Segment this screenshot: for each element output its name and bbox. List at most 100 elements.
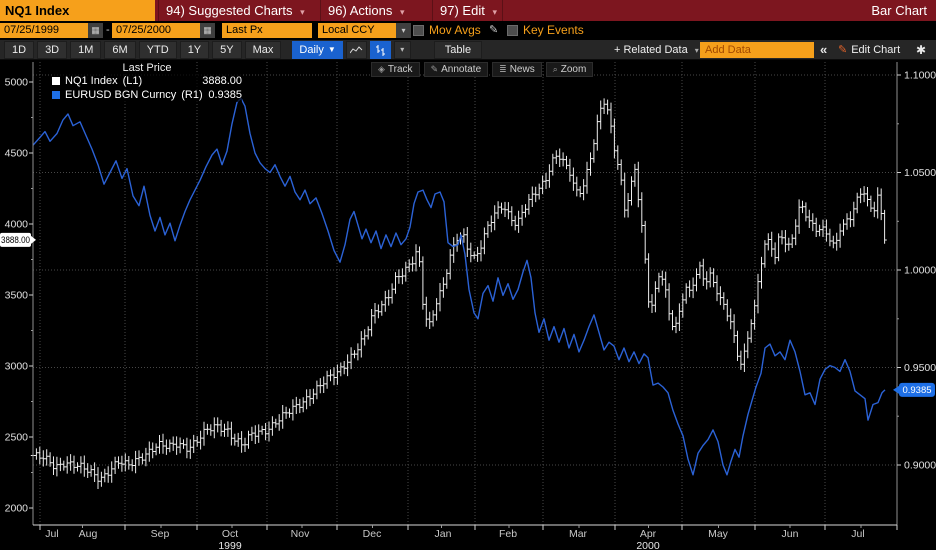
- menu-key: 96): [328, 3, 347, 18]
- chevron-down-icon[interactable]: ▾: [396, 23, 411, 38]
- left-axis-tick-label: 5000: [5, 77, 29, 89]
- right-axis-tick-label: 1.1000: [904, 70, 936, 82]
- edit-chart-button[interactable]: ✎ Edit Chart: [838, 40, 900, 60]
- key-events-checkbox[interactable]: [507, 25, 518, 36]
- news-icon: ≣: [499, 64, 507, 74]
- x-axis-year-label: 2000: [636, 540, 660, 550]
- range-6m-button[interactable]: 6M: [104, 41, 136, 59]
- bar-chart-type-button[interactable]: [369, 41, 391, 59]
- ticker-input[interactable]: NQ1 Index: [0, 0, 155, 21]
- menu-actions[interactable]: 96) Actions ▾: [328, 0, 405, 21]
- legend-title: Last Price: [52, 62, 242, 74]
- x-axis-month-label: Mar: [569, 528, 588, 540]
- x-axis-month-label: Feb: [499, 528, 517, 540]
- nq1-series-swatch: [52, 77, 60, 85]
- eurusd-last-price-badge-text: 0.9385: [902, 385, 931, 396]
- chevron-down-icon: ▾: [492, 7, 497, 17]
- divider: [502, 0, 503, 21]
- left-axis-tick-label: 3000: [5, 361, 29, 373]
- range-1y-button[interactable]: 1Y: [179, 41, 210, 59]
- gear-icon[interactable]: ✱: [916, 43, 927, 57]
- chevron-down-icon: ▾: [300, 7, 305, 17]
- left-axis-tick-label: 2500: [5, 432, 29, 444]
- right-axis-tick-label: 0.9000: [904, 460, 936, 472]
- chevron-down-icon: ▾: [399, 7, 405, 17]
- chevron-down-icon: ▾: [694, 46, 699, 55]
- eurusd-line: [32, 97, 886, 476]
- bar-chart-icon: [375, 44, 385, 56]
- x-axis-month-label: Oct: [222, 528, 238, 540]
- x-axis-month-label: Sep: [151, 528, 170, 540]
- menu-suggested-charts[interactable]: 94) Suggested Charts ▾: [166, 0, 305, 21]
- date-from-input[interactable]: [0, 23, 88, 38]
- price-field-select[interactable]: Last Px: [222, 23, 312, 38]
- right-axis-tick-label: 0.9500: [904, 362, 936, 374]
- news-button[interactable]: ≣ News: [492, 62, 542, 77]
- x-axis-month-label: May: [708, 528, 729, 540]
- pencil-icon: ✎: [838, 44, 848, 56]
- legend-row-nq1[interactable]: NQ1 Index (L1) 3888.00: [52, 74, 242, 88]
- menu-label: Suggested Charts: [188, 3, 293, 18]
- range-max-button[interactable]: Max: [244, 41, 282, 59]
- currency-select[interactable]: Local CCY: [318, 23, 396, 38]
- annotate-label: Annotate: [441, 64, 482, 75]
- line-chart-type-button[interactable]: [345, 41, 367, 59]
- x-axis-month-label: Jul: [45, 528, 58, 540]
- calendar-icon[interactable]: ▦: [88, 23, 103, 38]
- add-data-input[interactable]: [700, 42, 814, 58]
- eurusd-series-swatch: [52, 91, 60, 99]
- zoom-button[interactable]: ⌕ Zoom: [545, 62, 594, 77]
- track-label: Track: [387, 64, 413, 75]
- date-range-separator: -: [106, 24, 110, 36]
- range-1m-button[interactable]: 1M: [70, 41, 102, 59]
- x-axis-month-label: Jun: [782, 528, 799, 540]
- key-events-label[interactable]: Key Events: [523, 23, 584, 37]
- left-axis-tick-label: 3500: [5, 290, 29, 302]
- annotate-button[interactable]: ✎ Annotate: [423, 62, 489, 77]
- chart-type-dropdown[interactable]: ▾: [393, 41, 411, 59]
- chart-canvas[interactable]: 5000 4500 4000 3500 3000 2500 2000 1.1000 1.0500…: [0, 60, 936, 550]
- mov-avgs-label[interactable]: Mov Avgs: [429, 23, 481, 37]
- related-data-button[interactable]: + Related Data ▾: [614, 42, 699, 58]
- date-to-input[interactable]: [112, 23, 200, 38]
- menu-key: 97): [440, 3, 459, 18]
- x-axis-year-label: 1999: [218, 540, 242, 550]
- right-axis-tick-label: 1.0000: [904, 265, 936, 277]
- divider: [158, 0, 159, 21]
- left-axis-tick-label: 2000: [5, 503, 29, 515]
- mov-avgs-checkbox[interactable]: [413, 25, 424, 36]
- range-1d-button[interactable]: 1D: [4, 41, 35, 59]
- table-button[interactable]: Table: [433, 41, 483, 59]
- frequency-dropdown[interactable]: Daily ▼: [292, 41, 343, 59]
- x-axis-month-label: Dec: [363, 528, 382, 540]
- left-axis-tick-label: 4000: [5, 219, 29, 231]
- legend-row-eurusd[interactable]: EURUSD BGN Curncy (R1) 0.9385: [52, 88, 242, 102]
- edit-chart-label: Edit Chart: [851, 44, 901, 56]
- line-chart-icon: [349, 45, 363, 53]
- left-axis-tick-label: 4500: [5, 148, 29, 160]
- x-axis-month-label: Nov: [291, 528, 310, 540]
- range-ytd-button[interactable]: YTD: [138, 41, 177, 59]
- menu-key: 94): [166, 3, 185, 18]
- query-bar: ▦ - ▦ Last Px Local CCY ▾ Mov Avgs ✎ Key…: [0, 21, 936, 40]
- edit-pencil-icon[interactable]: ✎: [489, 24, 499, 36]
- range-3d-button[interactable]: 3D: [37, 41, 68, 59]
- menu-edit[interactable]: 97) Edit ▾: [440, 0, 497, 21]
- divider: [432, 0, 433, 21]
- frequency-value: Daily: [299, 44, 324, 56]
- x-axis-month-label: Jul: [851, 528, 864, 540]
- menu-label: Edit: [462, 3, 485, 18]
- x-axis-month-label: Jan: [435, 528, 452, 540]
- range-5y-button[interactable]: 5Y: [212, 41, 242, 59]
- right-axis-tick-label: 1.0500: [904, 167, 936, 179]
- track-button[interactable]: ◈ Track: [371, 62, 420, 77]
- legend-series-value: 0.9385: [208, 89, 242, 101]
- nq1-last-price-badge: [0, 232, 31, 247]
- calendar-icon[interactable]: ▦: [200, 23, 215, 38]
- collapse-panel-icon[interactable]: «: [820, 42, 828, 57]
- nq1-last-price-badge-text: 3888.00: [1, 235, 30, 245]
- track-icon: ◈: [378, 64, 385, 74]
- annotate-pencil-icon: ✎: [430, 64, 439, 74]
- x-axis-month-label: Aug: [79, 528, 98, 540]
